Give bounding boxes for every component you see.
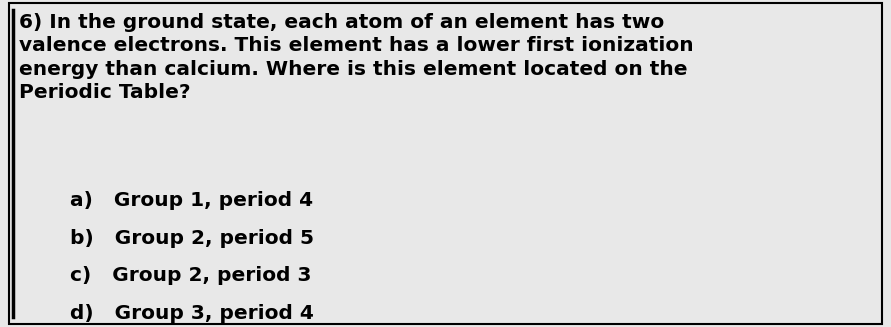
- Text: d)   Group 3, period 4: d) Group 3, period 4: [70, 304, 314, 323]
- Text: c)   Group 2, period 3: c) Group 2, period 3: [70, 267, 312, 285]
- Text: b)   Group 2, period 5: b) Group 2, period 5: [70, 229, 314, 248]
- Text: 6) In the ground state, each atom of an element has two
valence electrons. This : 6) In the ground state, each atom of an …: [20, 13, 694, 102]
- Text: a)   Group 1, period 4: a) Group 1, period 4: [70, 191, 313, 210]
